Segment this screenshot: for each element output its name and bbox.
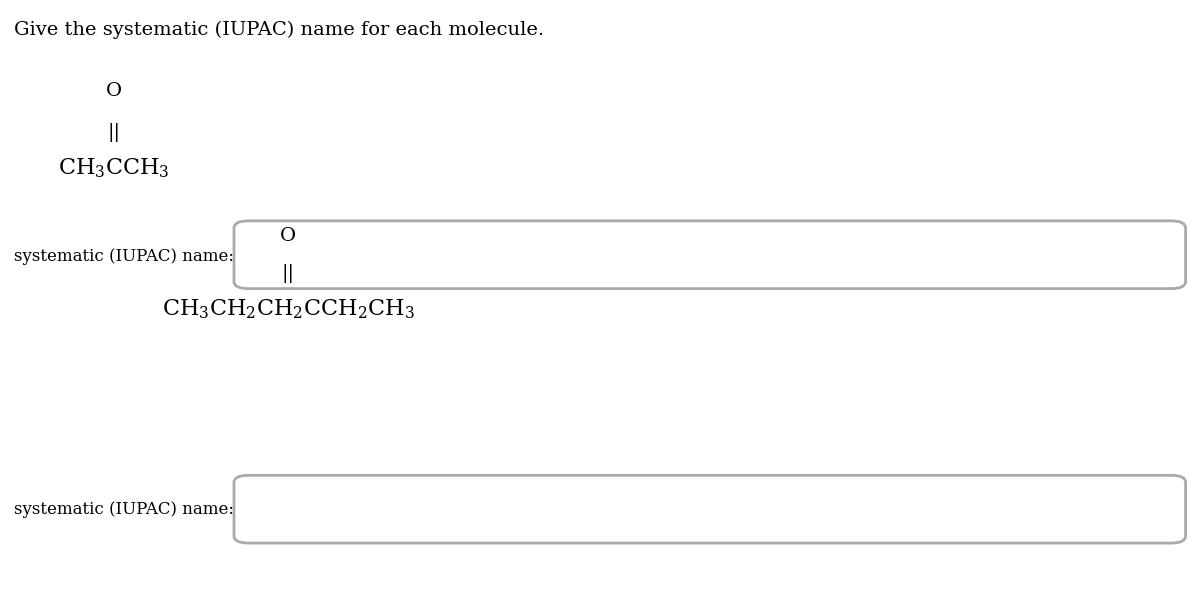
Text: $\mathregular{CH_3CH_2CH_2CCH_2CH_3}$: $\mathregular{CH_3CH_2CH_2CCH_2CH_3}$ <box>162 297 414 321</box>
Text: systematic (IUPAC) name:: systematic (IUPAC) name: <box>14 501 234 518</box>
Text: O: O <box>280 227 296 244</box>
Text: Give the systematic (IUPAC) name for each molecule.: Give the systematic (IUPAC) name for eac… <box>14 21 545 39</box>
Text: ||: || <box>282 264 294 283</box>
Text: O: O <box>106 82 122 100</box>
Text: ||: || <box>108 123 120 142</box>
Text: $\mathregular{CH_3CCH_3}$: $\mathregular{CH_3CCH_3}$ <box>59 156 169 180</box>
FancyBboxPatch shape <box>234 221 1186 289</box>
Text: systematic (IUPAC) name:: systematic (IUPAC) name: <box>14 248 234 264</box>
FancyBboxPatch shape <box>234 475 1186 543</box>
